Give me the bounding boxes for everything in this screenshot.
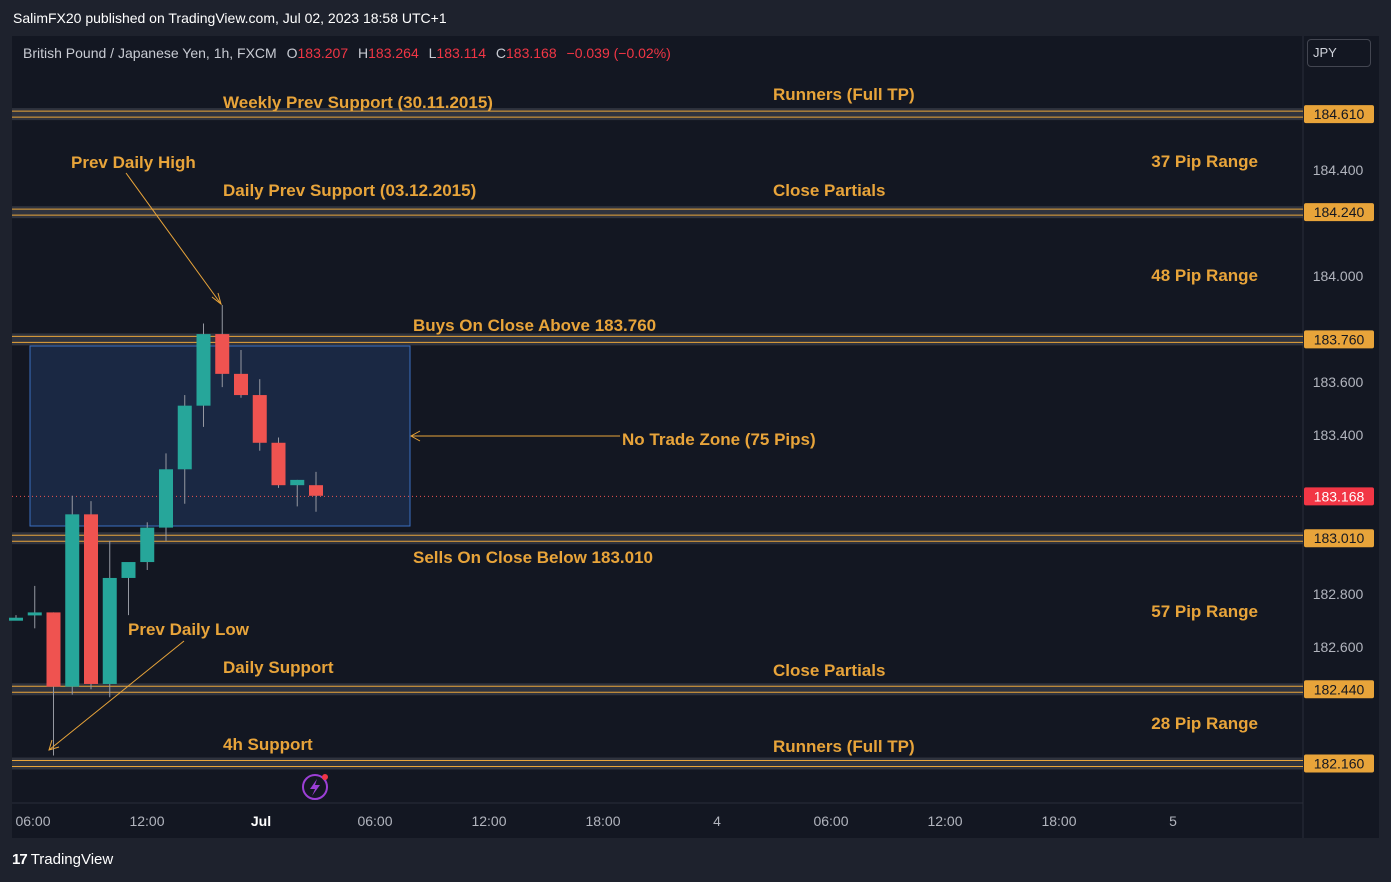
x-tick-label: 12:00 [927, 813, 962, 829]
publisher-info: SalimFX20 published on TradingView.com, … [13, 10, 447, 26]
level-line-4[interactable] [12, 683, 1303, 696]
level-line-1[interactable] [12, 206, 1303, 219]
annotation-57-pip-range: 57 Pip Range [1151, 602, 1258, 621]
candle[interactable] [84, 501, 98, 690]
level-line-5[interactable] [12, 757, 1303, 770]
low-value: 183.114 [436, 45, 486, 61]
level-price-tag: 184.240 [1304, 203, 1374, 222]
arrow-head [48, 739, 60, 751]
annotation-daily-prev-support: Daily Prev Support (03.12.2015) [223, 181, 476, 200]
y-tick-label: 183.600 [1313, 374, 1364, 390]
svg-text:183.168: 183.168 [1314, 488, 1365, 504]
close-value: 183.168 [506, 45, 557, 61]
close-label: C [495, 45, 507, 61]
svg-text:183.760: 183.760 [1314, 331, 1365, 347]
low-label: L [428, 45, 437, 61]
arrow-head [409, 430, 421, 442]
candle[interactable] [196, 323, 211, 427]
level-price-tag: 184.610 [1304, 105, 1374, 124]
high-value: 183.264 [368, 45, 419, 61]
candle[interactable] [159, 453, 173, 541]
y-tick-label: 184.400 [1313, 162, 1364, 178]
level-line-0[interactable] [12, 108, 1303, 121]
svg-text:184.610: 184.610 [1314, 106, 1365, 122]
candle[interactable] [46, 612, 61, 756]
symbol-info: British Pound / Japanese Yen, 1h, FXCM O… [23, 45, 671, 61]
level-line-2[interactable] [12, 333, 1303, 346]
candle[interactable] [234, 350, 248, 398]
svg-text:184.240: 184.240 [1314, 204, 1365, 220]
x-tick-label: 06:00 [15, 813, 50, 829]
currency-button[interactable]: JPY [1307, 39, 1371, 67]
level-price-tag: 183.010 [1304, 529, 1374, 548]
annotation-runners-bottom: Runners (Full TP) [773, 737, 915, 756]
x-tick-label: 4 [713, 813, 721, 829]
tradingview-logo[interactable]: 17 TradingView [12, 851, 113, 868]
x-tick-label: 12:00 [129, 813, 164, 829]
y-tick-label: 184.000 [1313, 268, 1364, 284]
annotation-28-pip-range: 28 Pip Range [1151, 714, 1258, 733]
candle[interactable] [252, 379, 267, 451]
x-tick-label: 12:00 [471, 813, 506, 829]
arrow-head [211, 292, 222, 306]
annotation-48-pip-range: 48 Pip Range [1151, 266, 1258, 285]
candle[interactable] [215, 304, 230, 388]
svg-text:183.010: 183.010 [1314, 530, 1365, 546]
y-tick-label: 182.600 [1313, 639, 1364, 655]
x-tick-label: 06:00 [813, 813, 848, 829]
candle[interactable] [177, 395, 192, 504]
y-tick-label: 182.800 [1313, 586, 1364, 602]
open-value: 183.207 [297, 45, 349, 61]
y-tick-label: 183.400 [1313, 427, 1364, 443]
candle[interactable] [271, 437, 286, 488]
candle[interactable] [102, 540, 117, 698]
annotation-prev-daily-high: Prev Daily High [71, 153, 196, 172]
candle[interactable] [309, 471, 323, 512]
high-label: H [358, 45, 369, 61]
prev-daily-low-arrow [48, 640, 185, 751]
annotation-no-trade-zone: No Trade Zone (75 Pips) [622, 430, 816, 449]
annotation-close-partials-top: Close Partials [773, 181, 885, 200]
x-tick-label: 06:00 [357, 813, 392, 829]
svg-text:182.440: 182.440 [1314, 681, 1365, 697]
candle[interactable] [121, 562, 136, 616]
candle[interactable] [27, 585, 42, 629]
annotation-sells-on-close: Sells On Close Below 183.010 [413, 548, 653, 567]
annotation-buys-on-close: Buys On Close Above 183.760 [413, 316, 656, 335]
candle[interactable] [140, 522, 155, 571]
x-tick-label: 18:00 [1041, 813, 1076, 829]
annotation-arrows [48, 172, 620, 751]
open-label: O [286, 45, 298, 61]
brand-name: TradingView [30, 851, 114, 868]
candle[interactable] [65, 495, 80, 695]
x-tick-label: Jul [251, 813, 271, 829]
price-change: −0.039 (−0.02%) [566, 45, 671, 61]
svg-text:182.160: 182.160 [1314, 755, 1365, 771]
level-price-tag: 183.760 [1304, 330, 1374, 349]
tradingview-logo-icon: 17 [12, 851, 28, 868]
top-bar: SalimFX20 published on TradingView.com, … [0, 0, 1391, 36]
annotation-4h-support: 4h Support [223, 735, 313, 754]
current-price-tag: 183.168 [1304, 487, 1374, 506]
annotation-prev-daily-low: Prev Daily Low [128, 620, 250, 639]
x-tick-label: 18:00 [585, 813, 620, 829]
level-price-tag: 182.440 [1304, 680, 1374, 699]
lightning-icon[interactable] [302, 774, 328, 800]
level-line-3[interactable] [12, 532, 1303, 545]
candle[interactable] [290, 479, 305, 507]
annotation-runners-top: Runners (Full TP) [773, 85, 915, 104]
candle[interactable] [9, 615, 23, 621]
annotation-daily-support: Daily Support [223, 658, 334, 677]
x-tick-label: 5 [1169, 813, 1177, 829]
annotation-37-pip-range: 37 Pip Range [1151, 152, 1258, 171]
annotation-weekly-prev-support: Weekly Prev Support (30.11.2015) [223, 93, 493, 112]
level-price-tag: 182.160 [1304, 754, 1374, 773]
prev-daily-high-arrow [125, 172, 222, 305]
annotation-close-partials-bottom: Close Partials [773, 661, 885, 680]
symbol-name: British Pound / Japanese Yen, 1h, FXCM [23, 45, 277, 61]
